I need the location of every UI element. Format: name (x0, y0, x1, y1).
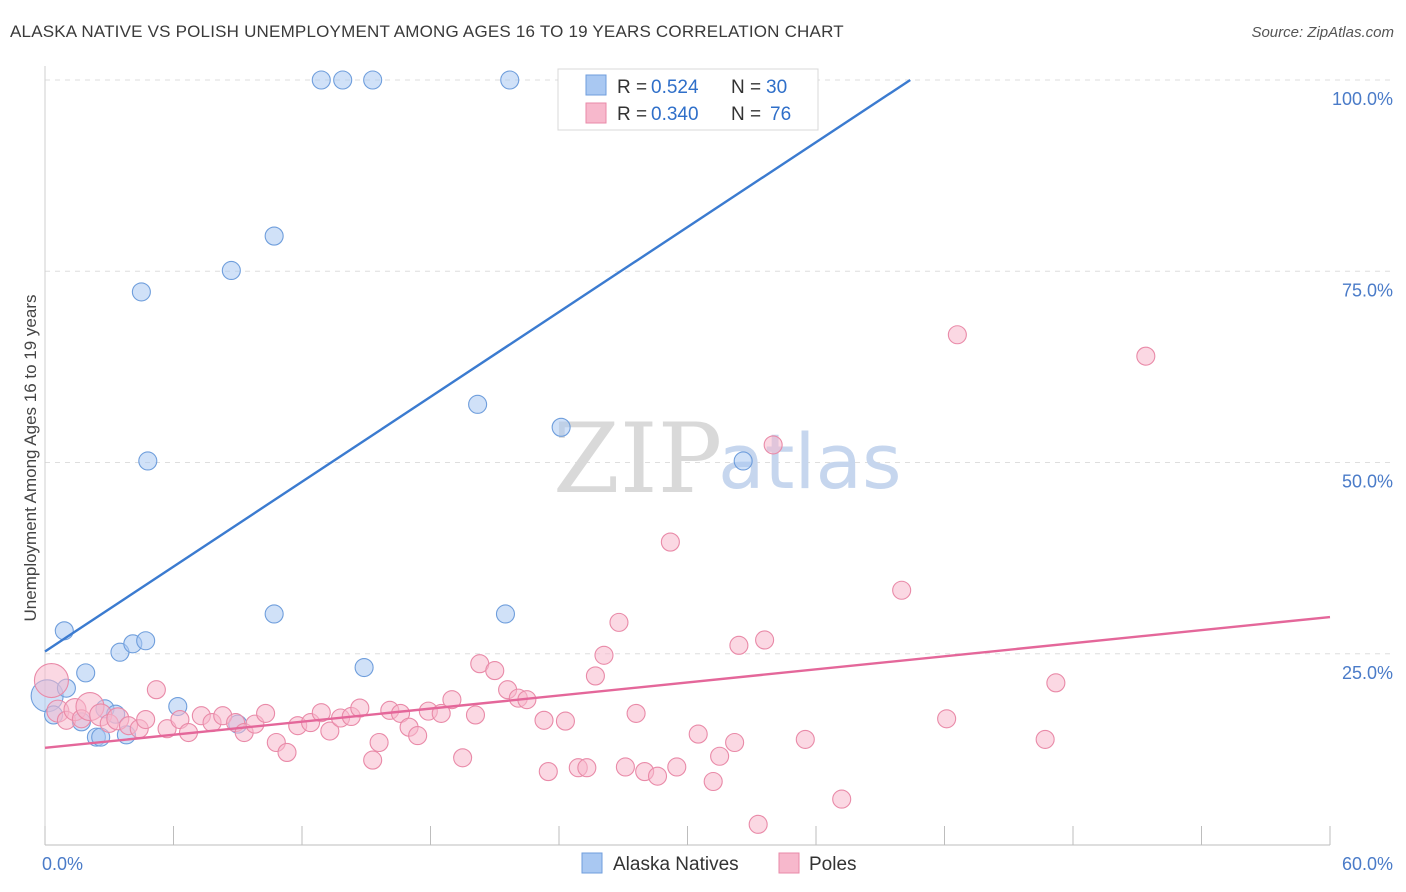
data-point (703, 771, 723, 792)
data-point (660, 532, 680, 552)
data-point (1035, 729, 1055, 749)
data-point (146, 680, 166, 700)
data-point (688, 724, 708, 744)
bottom-legend-swatch-alaska-natives (581, 852, 603, 874)
data-point (733, 451, 753, 471)
series-poles (33, 325, 1156, 834)
legend-r-value-alaska-natives: 0.524 (651, 77, 699, 98)
data-point (131, 282, 151, 302)
data-point (363, 70, 383, 90)
data-point (363, 750, 383, 770)
data-point (157, 719, 177, 739)
correlation-legend: R = 0.524 N = 30 R = 0.340 N = 76 (557, 68, 819, 131)
axes (44, 66, 1331, 846)
y-tick-label: 25.0% (1342, 663, 1393, 683)
bottom-legend-swatch-poles (778, 852, 800, 874)
legend-n-value-alaska-natives: 30 (766, 77, 787, 98)
legend-r-label: R = (617, 77, 647, 98)
data-point (468, 394, 488, 414)
data-point (54, 621, 74, 641)
data-point (615, 757, 635, 777)
bottom-legend-label-poles: Poles (809, 854, 857, 875)
legend-swatch-poles (585, 102, 607, 124)
data-point (577, 758, 597, 778)
data-point (892, 580, 912, 600)
data-point (763, 435, 783, 455)
series-legend: Alaska Natives Poles (581, 852, 857, 875)
data-point (795, 729, 815, 749)
data-point (647, 766, 668, 786)
trend-line-poles (44, 615, 1331, 750)
watermark: ZIP atlas (553, 403, 902, 515)
data-point (264, 226, 284, 246)
legend-r-value-poles: 0.340 (651, 104, 699, 125)
data-point (264, 604, 284, 624)
legend-r-label: R = (617, 104, 647, 125)
data-point (453, 748, 473, 768)
data-point (485, 661, 505, 681)
data-point (408, 726, 428, 746)
y-tick-label: 50.0% (1342, 472, 1393, 492)
legend-swatch-alaska-natives (585, 74, 607, 96)
legend-n-label: N = (731, 77, 761, 98)
x-tick-label: 0.0% (42, 854, 83, 874)
y-tick-label: 75.0% (1342, 280, 1393, 300)
x-tick-label: 60.0% (1342, 854, 1393, 874)
data-point (832, 789, 852, 809)
trend-lines (44, 78, 1331, 750)
data-point (354, 657, 374, 678)
chart-source: Source: ZipAtlas.com (1251, 24, 1394, 41)
data-point (1046, 673, 1066, 693)
legend-n-value-poles: 76 (770, 104, 791, 125)
data-point (538, 762, 558, 782)
data-point (947, 325, 967, 345)
trend-line-alaska-natives (44, 78, 911, 653)
data-point (500, 70, 520, 90)
data-point (277, 742, 297, 762)
data-point (136, 631, 156, 651)
data-point (534, 710, 554, 730)
y-axis-label: Unemployment Among Ages 16 to 19 years (21, 295, 40, 622)
data-point (369, 732, 389, 753)
data-point (1136, 346, 1156, 366)
data-point (320, 721, 340, 741)
y-tick-label: 100.0% (1332, 89, 1393, 109)
data-point (350, 698, 370, 718)
data-point (729, 635, 749, 655)
data-point (555, 711, 575, 731)
data-point (710, 746, 730, 766)
grid-lines (45, 79, 1392, 655)
data-point (442, 690, 462, 710)
data-point (667, 757, 687, 777)
data-point (311, 70, 331, 90)
data-point (551, 417, 571, 437)
data-point (465, 705, 486, 725)
data-point (748, 814, 768, 834)
data-point (221, 260, 241, 281)
data-point (626, 703, 646, 723)
data-point (594, 645, 614, 665)
data-point (333, 70, 353, 90)
data-points (30, 70, 1156, 834)
data-point (33, 662, 69, 699)
data-point (136, 709, 156, 730)
data-point (256, 703, 276, 723)
data-point (937, 709, 957, 729)
tick-labels: 25.0% 50.0% 75.0% 100.0% 0.0% 60.0% (42, 89, 1393, 874)
data-point (725, 732, 745, 753)
data-point (585, 666, 605, 686)
bottom-legend-label-alaska-natives: Alaska Natives (613, 854, 739, 875)
chart-title: ALASKA NATIVE VS POLISH UNEMPLOYMENT AMO… (10, 22, 844, 41)
data-point (495, 604, 516, 624)
data-point (609, 612, 629, 632)
legend-n-label: N = (731, 104, 761, 125)
data-point (138, 451, 158, 471)
data-point (76, 663, 96, 683)
data-point (755, 630, 775, 650)
data-point (311, 703, 331, 723)
watermark-zip-text: ZIP (553, 403, 722, 515)
